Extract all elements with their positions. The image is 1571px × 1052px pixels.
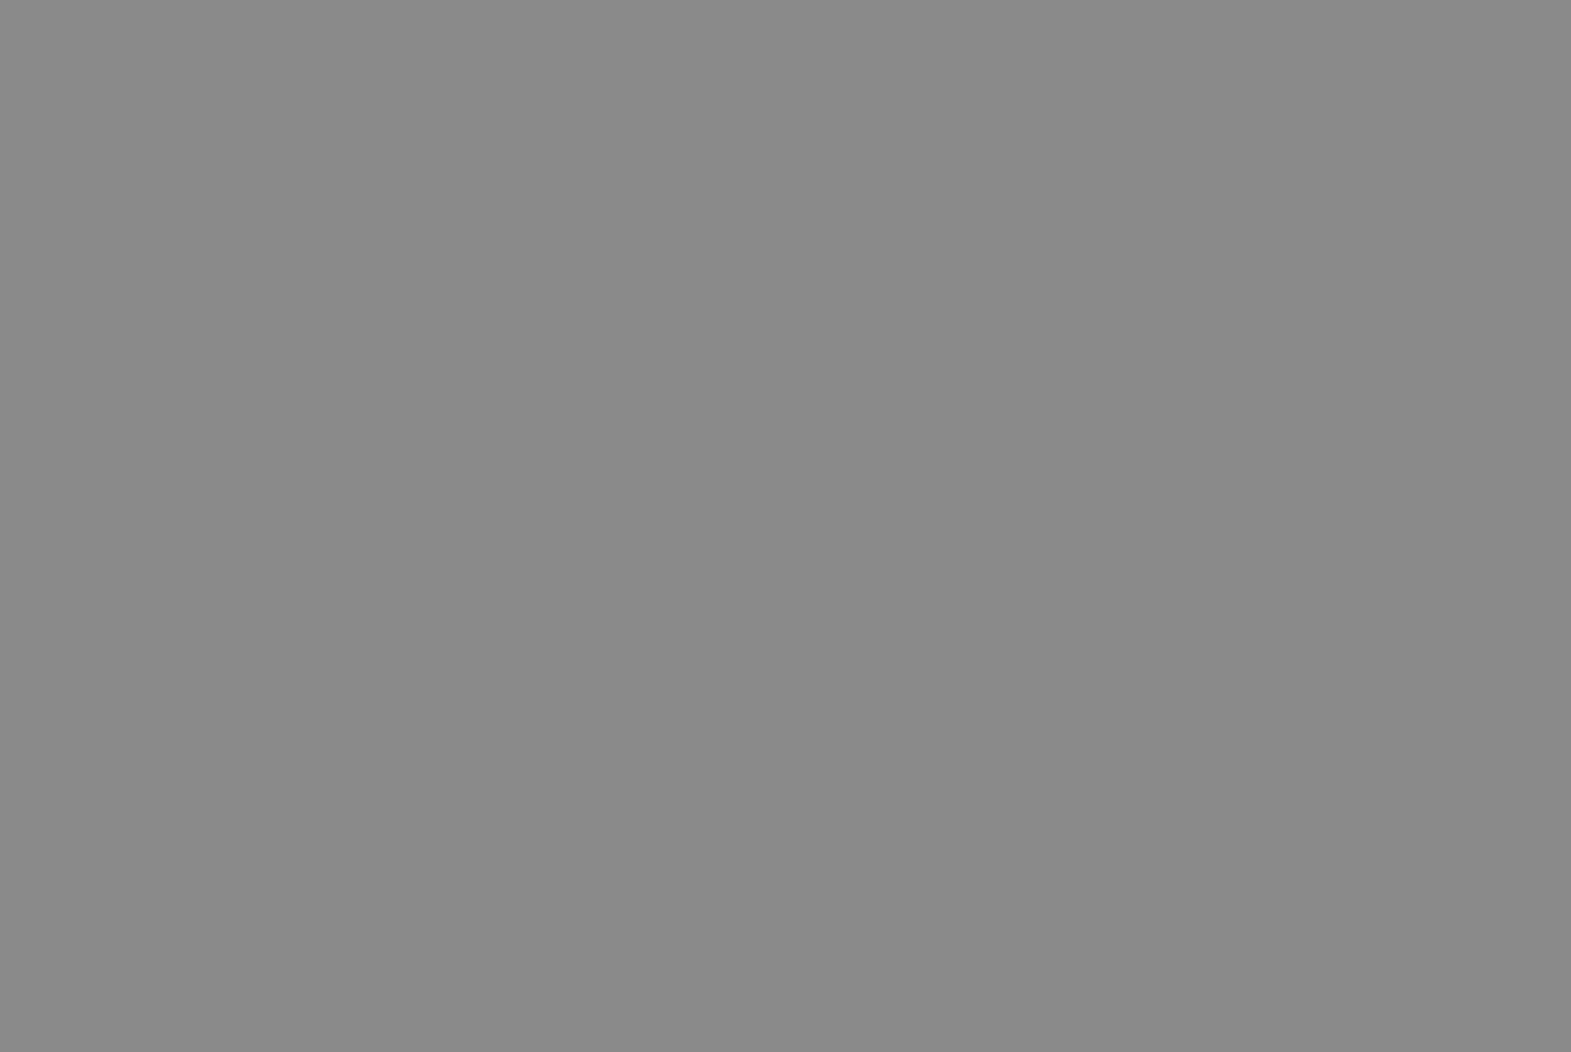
graph-svg[interactable] <box>0 0 1571 1052</box>
graph-background <box>0 0 1571 1052</box>
network-graph-canvas[interactable] <box>0 0 1571 1052</box>
